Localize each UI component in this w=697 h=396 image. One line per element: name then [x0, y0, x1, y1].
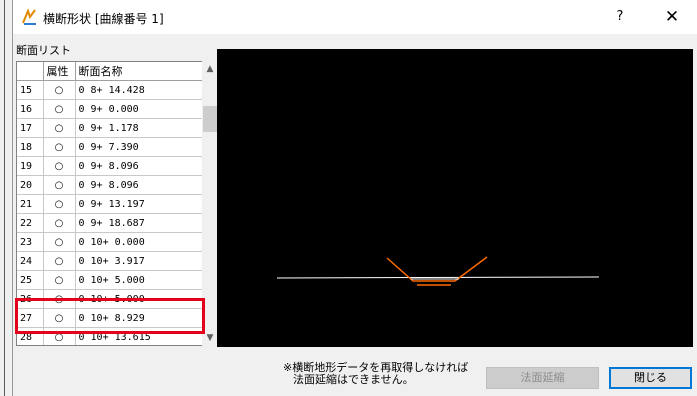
notice-line-1: ※横断地形データを再取得しなければ	[283, 361, 469, 374]
row-number: 24	[17, 251, 44, 271]
table-row[interactable]: 25 ○ 0 10+ 5.000	[17, 270, 202, 290]
row-section-name: 0 9+ 1.178	[75, 118, 202, 138]
notice-text: ※横断地形データを再取得しなければ 法面延縮はできません。	[283, 362, 468, 386]
slope-outline	[386, 256, 488, 282]
table-row[interactable]: 24 ○ 0 10+ 3.917	[17, 251, 202, 271]
table-row[interactable]: 16 ○ 0 9+ 0.000	[17, 99, 202, 119]
table-row[interactable]: 22 ○ 0 9+ 18.687	[17, 213, 202, 233]
row-section-name: 0 9+ 7.390	[75, 137, 202, 157]
help-button[interactable]: ?	[616, 9, 624, 24]
row-section-name: 0 8+ 14.428	[75, 80, 202, 100]
table-header-row: 属性 断面名称	[17, 62, 202, 81]
row-number: 18	[17, 137, 44, 157]
row-section-name: 0 9+ 13.197	[75, 194, 202, 214]
row-attribute: ○	[43, 80, 76, 100]
row-attribute: ○	[43, 232, 76, 252]
row-attribute: ○	[43, 213, 76, 233]
row-section-name: 0 9+ 0.000	[75, 99, 202, 119]
scroll-down-icon[interactable]: ▼	[206, 333, 214, 343]
title-bar[interactable]: 横断形状 [曲線番号 1] ? ✕	[13, 0, 697, 34]
row-section-name: 0 9+ 8.096	[75, 175, 202, 195]
cross-section-drawing	[276, 256, 600, 286]
section-list-table[interactable]: 属性 断面名称 15 ○ 0 8+ 14.428 16 ○ 0 9+ 0.000 17 ○ 0 …	[16, 61, 203, 346]
slope-expand-button[interactable]: 法面延縮	[486, 367, 599, 389]
row-attribute: ○	[43, 270, 76, 290]
row-number: 22	[17, 213, 44, 233]
row-attribute: ○	[43, 137, 76, 157]
highlight-box	[15, 298, 205, 334]
row-number: 17	[17, 118, 44, 138]
row-attribute: ○	[43, 194, 76, 214]
table-row[interactable]: 21 ○ 0 9+ 13.197	[17, 194, 202, 214]
row-number: 15	[17, 80, 44, 100]
window-title: 横断形状 [曲線番号 1]	[43, 12, 164, 26]
close-button[interactable]: 閉じる	[609, 367, 692, 389]
left-panel-border	[4, 0, 5, 396]
scroll-up-icon[interactable]: ▲	[206, 64, 214, 74]
row-attribute: ○	[43, 156, 76, 176]
row-section-name: 0 10+ 8.929	[75, 308, 202, 328]
close-icon[interactable]: ✕	[664, 7, 680, 27]
ground-line	[276, 276, 600, 279]
column-header-attribute: 属性	[43, 62, 76, 81]
row-attribute: ○	[43, 175, 76, 195]
column-header-no	[17, 62, 44, 81]
row-attribute: ○	[43, 118, 76, 138]
section-list-label: 断面リスト	[16, 44, 71, 57]
row-number: 20	[17, 175, 44, 195]
scroll-thumb[interactable]	[203, 106, 217, 132]
column-header-section-name: 断面名称	[75, 62, 202, 81]
row-number: 16	[17, 99, 44, 119]
table-row[interactable]: 27 ○ 0 10+ 8.929	[17, 308, 202, 328]
row-number: 25	[17, 270, 44, 290]
list-scrollbar[interactable]: ▲ ▼	[202, 61, 218, 346]
table-row[interactable]: 23 ○ 0 10+ 0.000	[17, 232, 202, 252]
notice-line-2: 法面延縮はできません。	[293, 373, 414, 386]
row-section-name: 0 10+ 5.000	[75, 270, 202, 290]
row-attribute: ○	[43, 308, 76, 328]
row-number: 21	[17, 194, 44, 214]
row-section-name: 0 9+ 18.687	[75, 213, 202, 233]
cross-section-dialog: 横断形状 [曲線番号 1] ? ✕ 断面リスト 属性 断面名称 15 ○ 0 8+ …	[12, 0, 697, 396]
row-section-name: 0 9+ 8.096	[75, 156, 202, 176]
cross-section-canvas	[217, 49, 693, 347]
row-attribute: ○	[43, 251, 76, 271]
app-icon	[22, 8, 36, 25]
table-row[interactable]: 19 ○ 0 9+ 8.096	[17, 156, 202, 176]
row-number: 27	[17, 308, 44, 328]
row-section-name: 0 10+ 0.000	[75, 232, 202, 252]
row-section-name: 0 10+ 3.917	[75, 251, 202, 271]
row-number: 19	[17, 156, 44, 176]
table-row[interactable]: 17 ○ 0 9+ 1.178	[17, 118, 202, 138]
table-row[interactable]: 18 ○ 0 9+ 7.390	[17, 137, 202, 157]
row-attribute: ○	[43, 99, 76, 119]
table-row[interactable]: 15 ○ 0 8+ 14.428	[17, 80, 202, 100]
table-row[interactable]: 20 ○ 0 9+ 8.096	[17, 175, 202, 195]
row-number: 23	[17, 232, 44, 252]
